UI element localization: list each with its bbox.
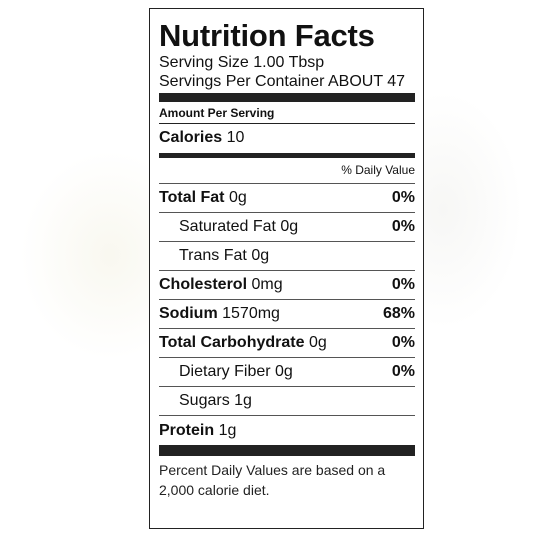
nutrient-amount: 0mg bbox=[251, 276, 283, 293]
nutrient-amount: 0g bbox=[280, 218, 299, 235]
nutrient-amount: 1g bbox=[218, 421, 237, 439]
nutrient-amount: 1570mg bbox=[222, 305, 280, 322]
nutrient-pct: 0% bbox=[391, 189, 415, 206]
nutrient-amount: 0g bbox=[251, 247, 270, 264]
nutrient-row-cholesterol: Cholesterol 0mg 0% bbox=[159, 271, 415, 300]
nutrient-row-saturated-fat: Saturated Fat 0g 0% bbox=[159, 213, 415, 242]
nutrient-row-sodium: Sodium 1570mg 68% bbox=[159, 300, 415, 329]
nutrient-pct: 0% bbox=[391, 218, 415, 235]
nutrient-pct: 0% bbox=[391, 334, 415, 351]
nutrient-amount: 1g bbox=[234, 392, 252, 409]
footnote: Percent Daily Values are based on a 2,00… bbox=[159, 462, 386, 498]
nutrient-name: Total Fat bbox=[159, 189, 225, 206]
nutrient-name: Protein bbox=[159, 421, 215, 439]
nutrient-row-total-fat: Total Fat 0g 0% bbox=[159, 184, 415, 213]
nutrient-row-protein: Protein 1g bbox=[159, 416, 415, 445]
nutrient-name: Sodium bbox=[159, 305, 218, 322]
nutrient-name: Cholesterol bbox=[159, 276, 248, 293]
nutrient-name: Dietary Fiber bbox=[179, 363, 271, 380]
nutrient-name: Sugars bbox=[179, 392, 230, 409]
nutrition-facts-label: Nutrition Facts Serving Size 1.00 Tbsp S… bbox=[149, 8, 424, 529]
nutrient-row-trans-fat: Trans Fat 0g bbox=[159, 242, 415, 271]
nutrient-amount: 0g bbox=[308, 334, 327, 351]
nutrient-row-total-carbohydrate: Total Carbohydrate 0g 0% bbox=[159, 329, 415, 358]
servings-per-container: Servings Per Container ABOUT 47 bbox=[159, 73, 406, 90]
label-title: Nutrition Facts bbox=[159, 18, 375, 53]
bottom-thick-divider bbox=[159, 445, 415, 456]
thick-divider bbox=[159, 93, 415, 102]
serving-size: Serving Size 1.00 Tbsp bbox=[159, 54, 325, 71]
nutrient-name: Saturated Fat bbox=[179, 218, 276, 235]
nutrient-pct: 0% bbox=[391, 363, 415, 380]
calories-value: 10 bbox=[226, 129, 245, 146]
amount-per-serving: Amount Per Serving bbox=[159, 102, 415, 124]
nutrient-row-dietary-fiber: Dietary Fiber 0g 0% bbox=[159, 358, 415, 387]
nutrient-amount: 0g bbox=[275, 363, 293, 380]
calories-label: Calories bbox=[159, 129, 223, 146]
nutrient-pct: 0% bbox=[391, 276, 415, 293]
nutrient-pct: 68% bbox=[382, 305, 415, 322]
daily-value-header: % Daily Value bbox=[159, 158, 415, 184]
nutrient-amount: 0g bbox=[228, 189, 247, 206]
nutrient-name: Total Carbohydrate bbox=[159, 334, 305, 351]
calories-row: Calories 10 bbox=[159, 124, 415, 153]
nutrient-name: Trans Fat bbox=[179, 247, 247, 264]
nutrient-row-sugars: Sugars 1g bbox=[159, 387, 415, 416]
medium-divider bbox=[159, 153, 415, 158]
